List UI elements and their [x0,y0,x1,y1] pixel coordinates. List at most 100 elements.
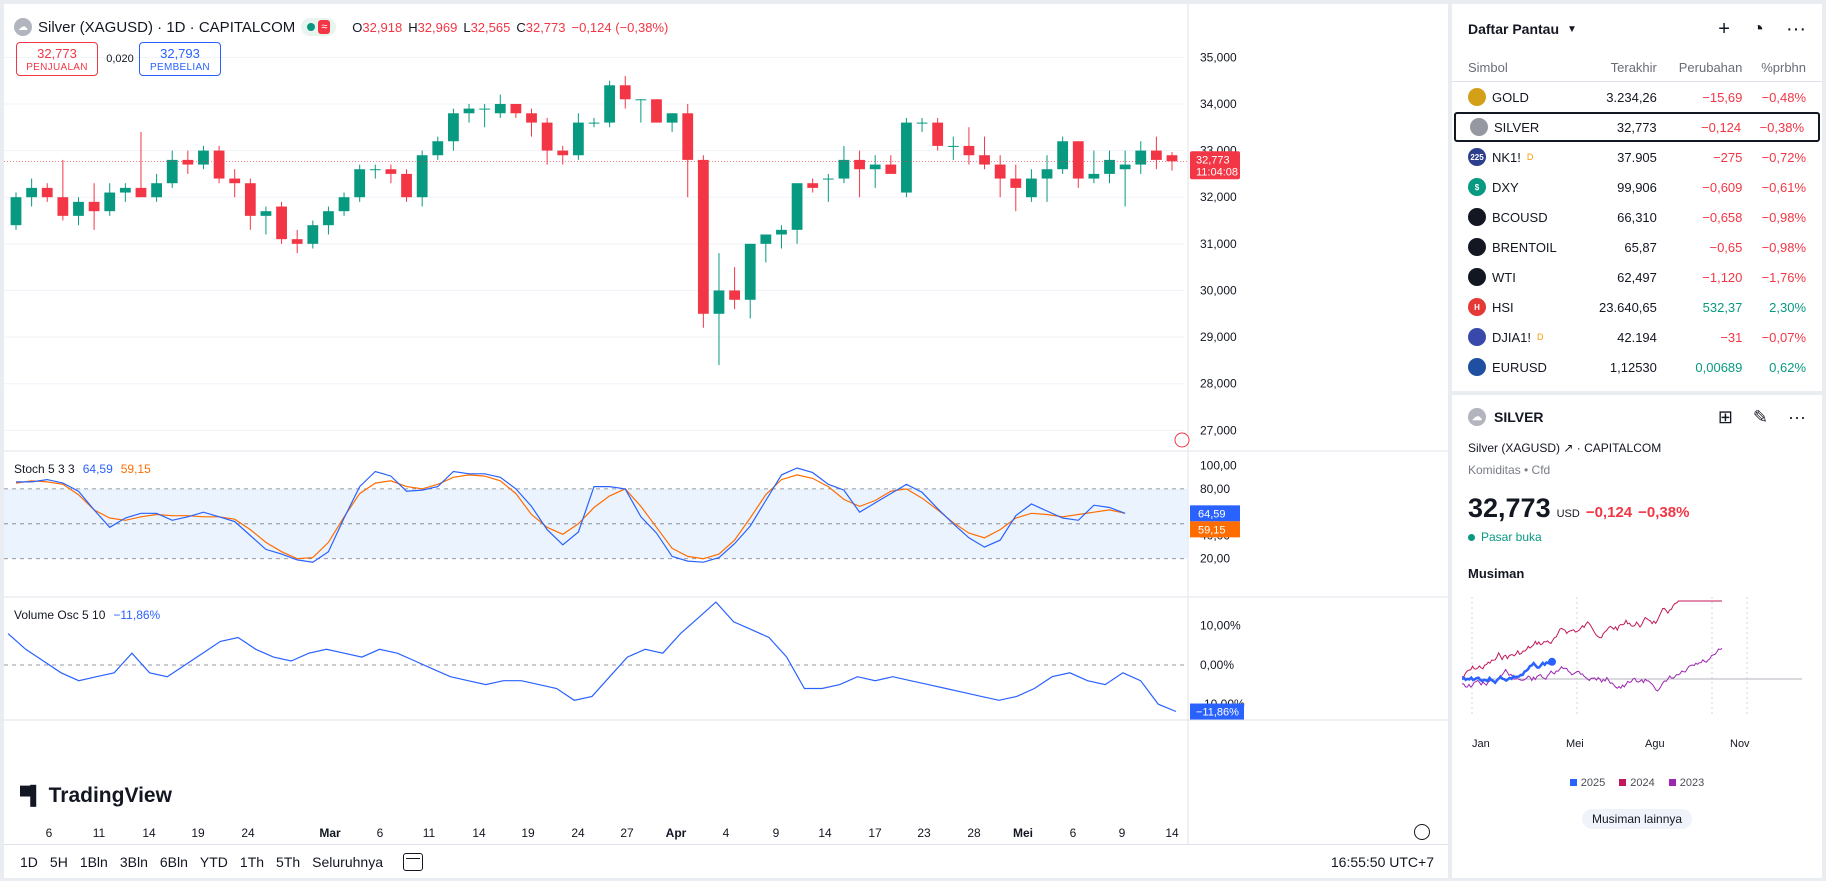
candle [41,187,53,198]
watchlist-change: −275 [1713,149,1743,165]
time-tick: 24 [241,826,255,840]
candle [88,201,100,212]
calendar-icon[interactable] [402,852,423,871]
range-5th[interactable]: 5Th [276,853,301,870]
candle [854,159,865,170]
price-chart[interactable]: 35,00034,00033,00032,00031,00030,00029,0… [4,4,1448,844]
symbol-icon [1468,208,1486,226]
range-ytd[interactable]: YTD [199,853,228,870]
more-seasonal-button[interactable]: Musiman lainnya [1582,809,1693,829]
range-1bln[interactable]: 1Bln [79,853,108,870]
add-symbol-icon[interactable]: + [1718,17,1730,40]
tradingview-logo[interactable]: ▀▍ TradingView [20,784,172,807]
watchlist-row-nk1[interactable]: 225 NK1! D 37.905 −275 −0,72% [1452,142,1822,172]
range-3bln[interactable]: 3Bln [119,853,148,870]
watchlist-last: 66,310 [1617,209,1657,225]
symbol-icon: 225 [1468,148,1486,166]
candle [1135,150,1147,165]
candle [104,192,116,212]
candle [1104,159,1115,174]
vol-osc-line [7,601,1177,713]
watchlist-last: 65,87 [1624,239,1657,255]
price-tick: 27,000 [1200,423,1237,437]
stoch-legend[interactable]: Stoch 5 3 3 64,59 59,15 [14,462,151,476]
range-1th[interactable]: 1Th [239,853,265,870]
stoch-tick: 100,00 [1200,459,1237,473]
time-tick: 24 [571,826,585,840]
watchlist-row-bcousd[interactable]: BCOUSD 66,310 −0,658 −0,98% [1452,202,1822,232]
candle [338,197,350,212]
price-tick: 35,000 [1200,50,1237,64]
candle [401,173,412,198]
sell-button[interactable]: 32,773 PENJUALAN [16,42,98,76]
watchlist-row-brentoil[interactable]: BRENTOIL 65,87 −0,65 −0,98% [1452,232,1822,262]
season-month-label: Agu [1645,738,1665,750]
candle [1026,178,1037,198]
range-5h[interactable]: 5H [49,853,68,870]
candle [916,122,928,124]
market-open-dot-icon [307,23,316,31]
watchlist-columns: Simbol Terakhir Perubahan %prbhn [1452,54,1822,82]
volosc-legend[interactable]: Volume Osc 5 10 −11,86% [14,608,161,622]
candle [619,85,631,100]
last-price-value: 32,773 [1196,154,1230,166]
market-status-pill[interactable]: ≈ [301,18,337,36]
buy-button[interactable]: 32,793 PEMBELIAN [139,42,221,76]
candle [385,169,397,174]
watchlist-symbol: BCOUSD [1468,208,1577,226]
watchlist-row-wti[interactable]: WTI 62,497 −1,120 −1,76% [1452,262,1822,292]
axis-settings-icon[interactable] [1414,824,1430,840]
watchlist-pct: −0,38% [1759,119,1805,135]
stoch-tick: 20,00 [1200,552,1230,566]
vol-tick: 10,00% [1200,619,1241,633]
candle [307,225,319,244]
candle [494,103,506,114]
wave-icon: ≈ [318,20,331,34]
chart-panel[interactable]: 35,000 34,000 33,000 32,000 31,000 30,000 29,0… [4,4,1448,878]
range-6bln[interactable]: 6Bln [159,853,188,870]
stoch-tick: 80,00 [1200,482,1230,496]
external-link-icon[interactable]: ↗ [1563,441,1574,455]
seasonal-chart[interactable]: Jan Mei Agu Nov [1462,587,1812,767]
candle [369,169,381,171]
pie-chart-icon[interactable]: ◔ [1751,17,1765,40]
time-tick: 14 [1165,826,1179,840]
watchlist-row-silver[interactable]: SILVER 32,773 −0,124 −0,38% [1454,112,1820,142]
watchlist-symbol: $ DXY [1468,178,1577,196]
symbol-icon [1468,88,1486,106]
candle [1057,141,1069,170]
details-price: 32,773 USD −0,124 −0,38% [1468,493,1690,523]
watchlist-row-eurusd[interactable]: EURUSD 1,12530 0,00689 0,62% [1452,352,1822,382]
chevron-down-icon[interactable]: ▼ [1567,23,1577,35]
watchlist-last: 99,906 [1617,179,1657,195]
candle [57,197,69,216]
watchlist-title[interactable]: Daftar Pantau [1468,21,1560,37]
candle [885,164,897,174]
candle [1150,150,1162,160]
vol-tag-text: −11,86% [1196,707,1239,719]
watchlist-row-hsi[interactable]: H HSI 23.640,65 532,37 2,30% [1452,292,1822,322]
more-icon[interactable]: ··· [1786,17,1806,40]
candle [229,178,241,184]
watchlist-row-dxy[interactable]: $ DXY 99,906 −0,609 −0,61% [1452,172,1822,202]
candle [979,155,990,165]
legend-title[interactable]: Silver (XAGUSD) · 1D · CAPITALCOM [38,18,296,36]
range-1d[interactable]: 1D [20,853,38,870]
time-tick: 11 [423,826,436,840]
watchlist-row-djia1[interactable]: DJIA1! D 42.194 −31 −0,07% [1452,322,1822,352]
watchlist-row-gold[interactable]: GOLD 3.234,26 −15,69 −0,48% [1452,82,1822,112]
edit-icon[interactable]: ✎ [1752,406,1769,427]
clock[interactable]: 16:55:50 UTC+7 [1330,853,1434,870]
time-tick: 9 [1119,826,1126,840]
candle [26,187,38,198]
watchlist-change: −1,120 [1702,269,1743,285]
candle [448,113,459,142]
season-month-label: Nov [1730,738,1750,750]
more-icon[interactable]: ··· [1788,406,1806,427]
vol-tick: 0,00% [1200,658,1234,672]
candle [510,103,522,114]
season-2024-line [1462,600,1722,678]
candle [572,122,584,156]
grid-icon[interactable]: ⊞ [1717,406,1733,427]
range-all[interactable]: Seluruhnya [312,853,383,870]
